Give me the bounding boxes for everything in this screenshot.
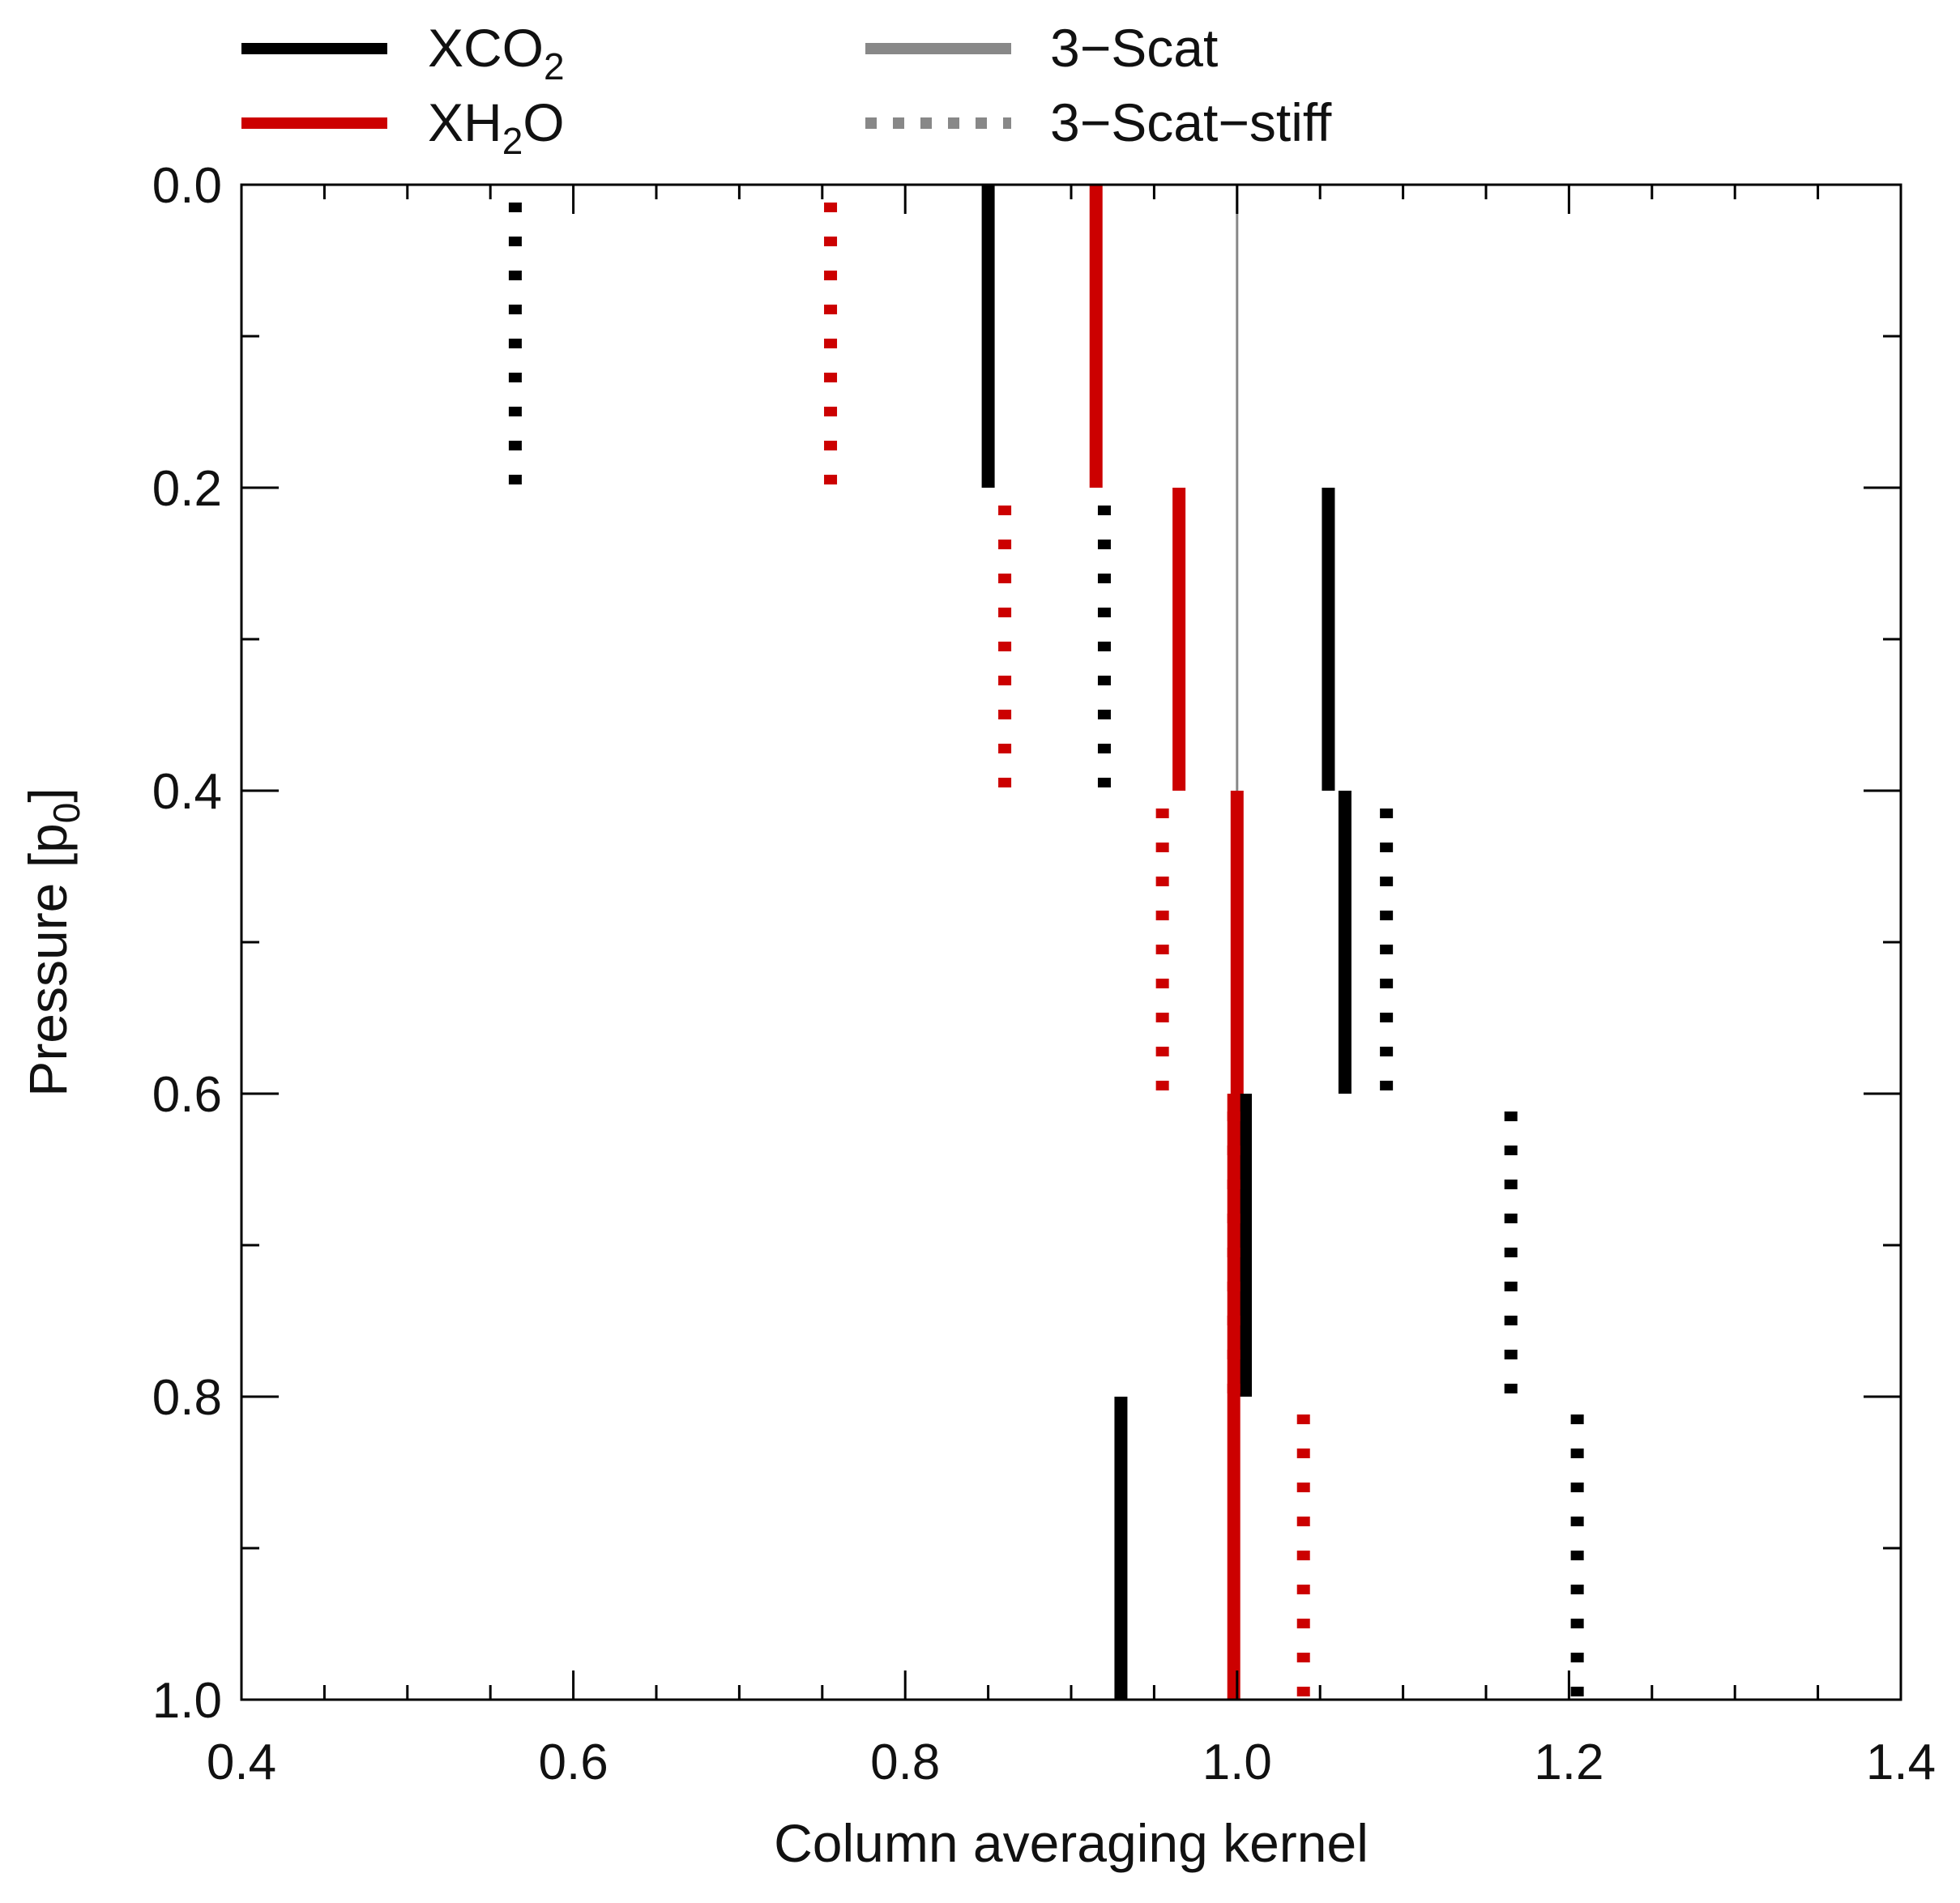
y-axis-title-end: ] (18, 787, 78, 802)
legend-label-2: 3−Scat (1050, 18, 1218, 78)
legend-label-1-main: XH (428, 92, 502, 152)
y-axis-title-sub: 0 (45, 803, 88, 824)
legend-label-3-main: 3−Scat−stiff (1050, 92, 1332, 152)
plot-frame (240, 183, 1902, 1701)
x-tick-label: 0.6 (538, 1734, 608, 1790)
y-tick-label: 0.8 (152, 1370, 222, 1426)
legend-label-2-main: 3−Scat (1050, 18, 1218, 78)
legend-entry: 3−Scat (865, 18, 1218, 78)
legend-label-0: XCO2 (428, 18, 565, 87)
y-tick-label: 0.6 (152, 1067, 222, 1123)
x-tick-label: 0.4 (207, 1734, 276, 1790)
legend-label-1-subscript: 2 (502, 120, 523, 162)
y-axis-title: Pressure [p0] (18, 787, 88, 1096)
series-xco2-3-scat-stiff (508, 203, 1584, 1700)
x-axis-title: Column averaging kernel (774, 1813, 1369, 1873)
x-tick-label: 1.2 (1534, 1734, 1603, 1790)
x-tick-label: 1.4 (1866, 1734, 1936, 1790)
y-tick-label: 0.2 (152, 461, 222, 517)
legend-entry: XH2O (241, 92, 565, 162)
y-axis-title-main: Pressure [p (18, 823, 78, 1096)
y-tick-label: 0.4 (152, 764, 222, 820)
legend-label-0-main: XCO (428, 18, 544, 78)
x-axis: 0.4 0.6 0.8 1.0 1.2 1.4 (207, 185, 1936, 1790)
legend-entry: XCO2 (241, 18, 565, 87)
series-xh2o-3-scat-stiff (824, 203, 1310, 1700)
x-tick-label: 1.0 (1202, 1734, 1272, 1790)
y-axis: 0.0 0.2 0.4 0.6 0.8 1.0 (152, 158, 1901, 1729)
series-xco2-3-scat (981, 185, 1352, 1700)
legend-label-1-end: O (523, 92, 564, 152)
legend-entry: 3−Scat−stiff (865, 92, 1332, 152)
legend-label-0-subscript: 2 (544, 45, 565, 87)
y-tick-label: 0.0 (152, 158, 222, 214)
x-tick-label: 0.8 (870, 1734, 940, 1790)
y-tick-label: 1.0 (152, 1673, 222, 1729)
legend-label-3: 3−Scat−stiff (1050, 92, 1332, 152)
legend-label-1: XH2O (428, 92, 565, 162)
plot-area (240, 183, 1902, 1701)
series-xh2o-3-scat (1089, 185, 1244, 1700)
